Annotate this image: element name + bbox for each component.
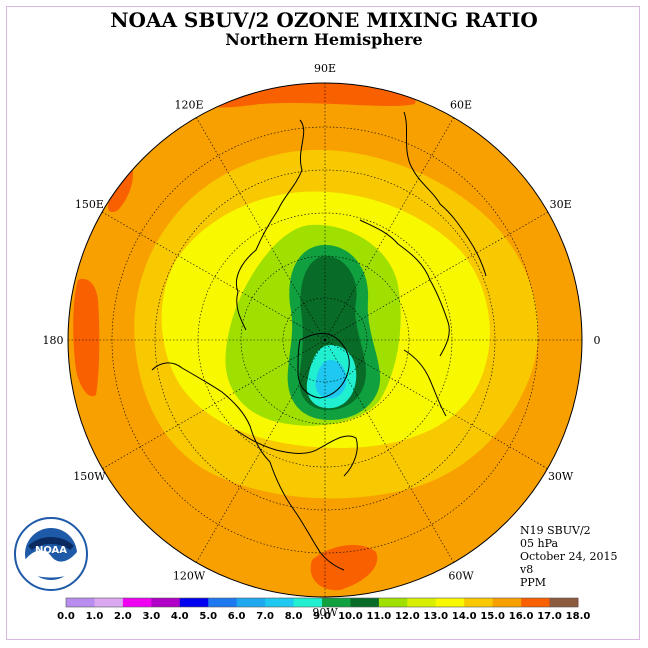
- units-label: PPM: [520, 576, 547, 589]
- frame-border: [6, 6, 640, 640]
- colorbar-label: 0.0: [57, 611, 75, 622]
- logo-wave: [25, 550, 77, 578]
- ozone-field: [68, 83, 582, 597]
- longitude-label: 30W: [548, 470, 574, 483]
- colorbar-label: 11.0: [367, 611, 392, 622]
- colorbar-swatch: [122, 598, 152, 607]
- longitude-label: 60W: [448, 570, 474, 583]
- band-15-16-south: [310, 545, 378, 591]
- colorbar-label: 9.0: [313, 611, 331, 622]
- colorbar-label: 4.0: [171, 611, 189, 622]
- longitude-label: 60E: [450, 98, 472, 111]
- longitude-label: 180: [43, 334, 64, 347]
- colorbar-label: 18.0: [566, 611, 591, 622]
- colorbar-swatch: [94, 598, 124, 607]
- longitude-label: 150E: [75, 198, 104, 211]
- colorbar-swatch: [236, 598, 266, 607]
- graticule: [68, 83, 582, 597]
- colorbar-swatch: [151, 598, 181, 607]
- map-boundary: [67, 82, 583, 598]
- page-subtitle: Northern Hemisphere: [225, 30, 423, 49]
- colorbar-outline: [65, 597, 579, 608]
- longitude-label: 90E: [314, 62, 336, 75]
- colorbar-label: 16.0: [509, 611, 534, 622]
- colorbar-swatch: [208, 598, 238, 607]
- colorbar-swatch: [549, 598, 578, 607]
- longitude-label: 120W: [173, 570, 206, 583]
- colorbar-label: 2.0: [114, 611, 132, 622]
- date-label: October 24, 2015: [520, 550, 618, 563]
- colorbar-label: 15.0: [480, 611, 505, 622]
- colorbar-label: 1.0: [86, 611, 104, 622]
- longitude-labels: 90E 60E 30E 0 30W 60W 90W 120W 150W 180 150E 120E: [43, 62, 601, 619]
- band-15-16-north: [205, 83, 416, 108]
- colorbar-label: 12.0: [395, 611, 420, 622]
- longitude-label: 150W: [73, 470, 106, 483]
- colorbar: 0.0 1.0 2.0 3.0 4.0 5.0 6.0 7.0 8.0 9.0 10.0 11.0 12…: [57, 597, 591, 622]
- level-label: 05 hPa: [520, 537, 559, 550]
- colorbar-swatch: [521, 598, 550, 607]
- colorbar-swatch: [378, 598, 408, 607]
- colorbar-label: 3.0: [142, 611, 160, 622]
- info-block: N19 SBUV/2 05 hPa October 24, 2015 v8 PP…: [520, 524, 618, 589]
- version-label: v8: [520, 563, 534, 576]
- colorbar-swatch: [492, 598, 522, 607]
- colorbar-swatch: [350, 598, 380, 607]
- colorbar-label: 6.0: [228, 611, 246, 622]
- colorbar-label: 17.0: [537, 611, 562, 622]
- colorbar-label: 8.0: [285, 611, 303, 622]
- satellite-label: N19 SBUV/2: [520, 524, 591, 537]
- band-15-16-dateline: [73, 278, 100, 397]
- colorbar-swatch: [265, 598, 294, 607]
- longitude-label: 90W: [312, 606, 338, 619]
- longitude-label: 120E: [174, 98, 203, 111]
- coastlines: [151, 111, 487, 571]
- longitude-label: 30E: [550, 198, 572, 211]
- page-title: NOAA SBUV/2 OZONE MIXING RATIO: [110, 8, 538, 32]
- colorbar-swatch: [293, 598, 323, 607]
- colorbar-label: 5.0: [199, 611, 217, 622]
- colorbar-swatch: [464, 598, 494, 607]
- longitude-label: 0: [594, 334, 601, 347]
- colorbar-label: 13.0: [423, 611, 448, 622]
- colorbar-label: 14.0: [452, 611, 477, 622]
- logo-text: NOAA: [35, 545, 67, 556]
- colorbar-swatch: [407, 598, 437, 607]
- noaa-logo: NOAA: [14, 517, 88, 591]
- colorbar-swatch: [435, 598, 465, 607]
- colorbar-swatch: [66, 598, 95, 607]
- logo-bird: [28, 537, 74, 550]
- colorbar-label: 7.0: [256, 611, 274, 622]
- colorbar-label: 10.0: [338, 611, 363, 622]
- colorbar-swatch: [179, 598, 209, 607]
- colorbar-swatch: [322, 598, 351, 607]
